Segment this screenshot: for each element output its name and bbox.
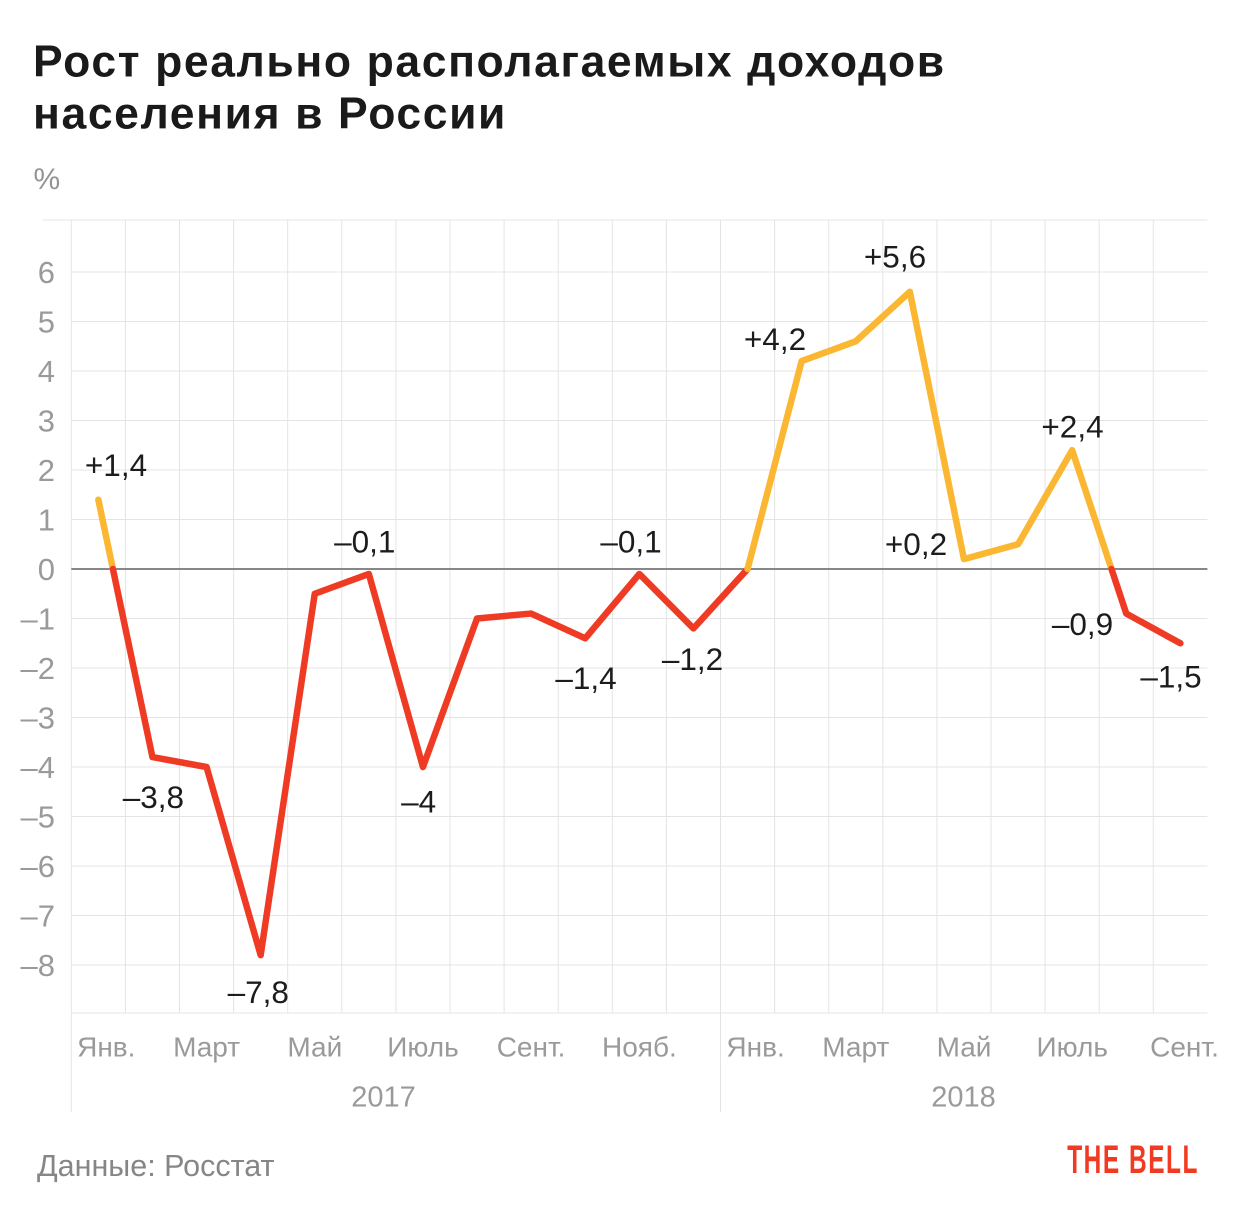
svg-text:–0,1: –0,1: [600, 524, 661, 560]
svg-text:6: 6: [38, 255, 55, 290]
svg-text:Июль: Июль: [1036, 1032, 1107, 1063]
svg-text:%: %: [34, 163, 61, 196]
svg-text:2017: 2017: [351, 1082, 416, 1114]
svg-text:5: 5: [38, 304, 55, 339]
svg-text:Сент.: Сент.: [497, 1032, 566, 1063]
svg-text:+2,4: +2,4: [1041, 409, 1103, 445]
svg-text:–2: –2: [21, 651, 55, 686]
svg-text:–5: –5: [21, 799, 55, 834]
svg-text:–8: –8: [21, 948, 55, 983]
svg-text:–1,5: –1,5: [1140, 659, 1201, 695]
svg-text:Июль: Июль: [387, 1032, 458, 1063]
svg-text:–0,9: –0,9: [1052, 606, 1113, 642]
svg-text:–3: –3: [21, 700, 55, 735]
svg-text:THE BELL: THE BELL: [1067, 1138, 1199, 1183]
svg-text:–1: –1: [21, 601, 55, 636]
svg-text:Сент.: Сент.: [1150, 1032, 1219, 1063]
svg-text:–1,4: –1,4: [555, 660, 616, 696]
svg-text:2018: 2018: [931, 1082, 996, 1114]
svg-text:1: 1: [38, 502, 55, 537]
svg-text:2: 2: [38, 453, 55, 488]
svg-text:0: 0: [38, 552, 55, 587]
svg-text:3: 3: [38, 403, 55, 438]
svg-text:населения в России: населения в России: [33, 90, 507, 139]
svg-text:Данные: Росстат: Данные: Росстат: [37, 1149, 275, 1183]
svg-text:Март: Март: [822, 1032, 889, 1063]
svg-text:Нояб.: Нояб.: [602, 1032, 677, 1063]
svg-text:4: 4: [38, 354, 55, 389]
svg-text:–1,2: –1,2: [662, 641, 723, 677]
svg-text:+0,2: +0,2: [885, 526, 947, 562]
svg-text:Янв.: Янв.: [726, 1032, 784, 1063]
svg-text:Рост реально располагаемых дох: Рост реально располагаемых доходов: [33, 38, 946, 87]
svg-text:–7: –7: [21, 898, 55, 933]
svg-text:–4: –4: [21, 750, 55, 785]
svg-text:Янв.: Янв.: [77, 1032, 135, 1063]
svg-text:Март: Март: [173, 1032, 240, 1063]
svg-text:+5,6: +5,6: [864, 239, 926, 275]
svg-text:+4,2: +4,2: [744, 321, 806, 357]
svg-text:+1,4: +1,4: [85, 447, 147, 483]
svg-text:–6: –6: [21, 849, 55, 884]
svg-text:Май: Май: [937, 1032, 992, 1063]
svg-text:–4: –4: [401, 784, 436, 820]
svg-text:–7,8: –7,8: [228, 974, 289, 1010]
svg-text:–3,8: –3,8: [123, 779, 184, 815]
svg-text:Май: Май: [287, 1032, 342, 1063]
svg-text:–0,1: –0,1: [334, 524, 395, 560]
